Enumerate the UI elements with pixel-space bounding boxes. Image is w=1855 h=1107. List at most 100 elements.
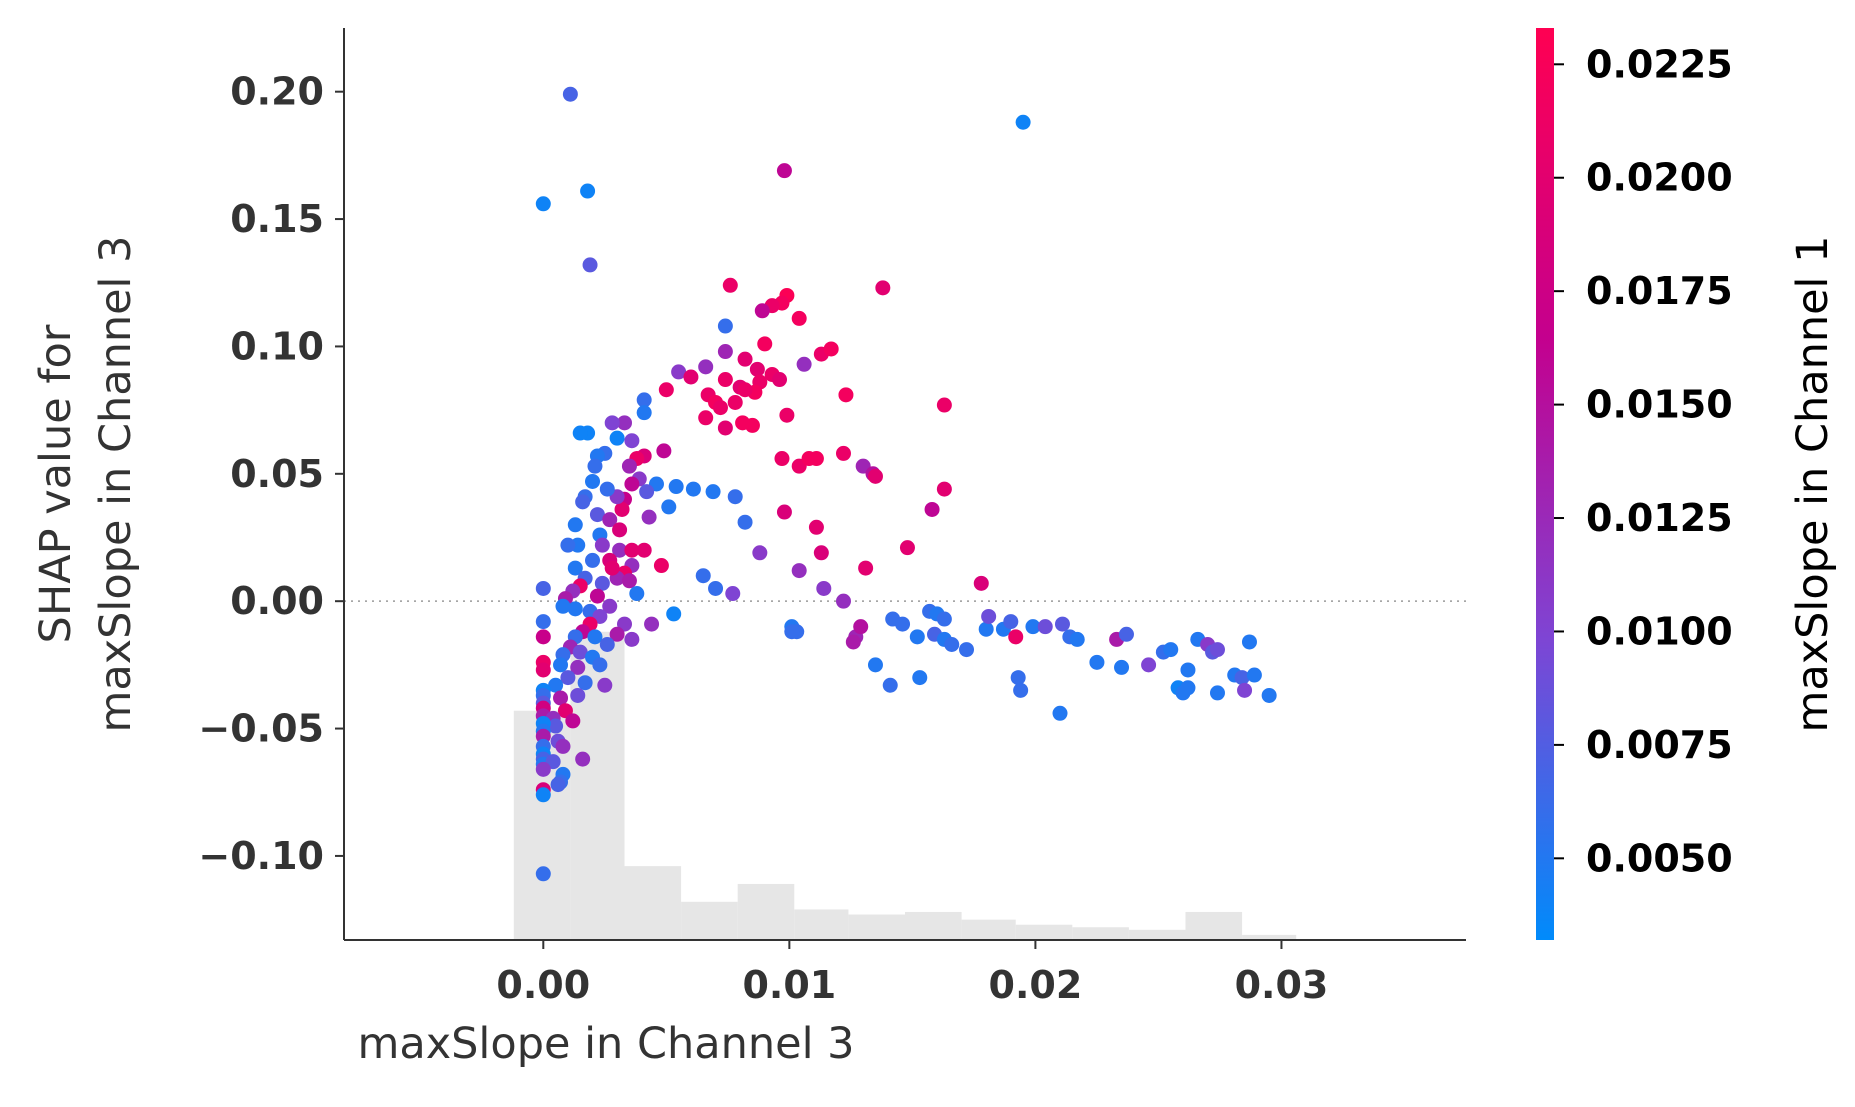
data-point [959,642,975,658]
data-point [1025,619,1041,635]
data-point [973,575,989,591]
data-point [621,458,637,474]
data-point [685,481,701,497]
data-point [712,400,728,416]
data-point [585,473,601,489]
data-point [978,621,994,637]
data-point [535,580,551,596]
data-point [813,545,829,561]
histogram-bar [905,911,962,940]
data-point [705,484,721,500]
data-point [936,481,952,497]
data-point [602,512,618,528]
data-point [1118,626,1134,642]
colorbar-tick-label: 0.0075 [1586,723,1733,767]
data-point [1180,680,1196,696]
data-point [636,542,652,558]
data-point [784,624,800,640]
histogram [513,631,1297,940]
data-point [725,586,741,602]
y-tick-label: 0.00 [230,579,324,623]
data-point [717,372,733,388]
data-point [835,593,851,609]
data-point [604,415,620,431]
data-point [1163,642,1179,658]
data-point [936,611,952,627]
data-point [604,560,620,576]
data-point [572,425,588,441]
colorbar-tick-label: 0.0175 [1586,269,1733,313]
data-point [570,659,586,675]
y-tick-label: −0.05 [198,707,324,751]
y-tick-label: 0.20 [230,70,324,114]
data-point [535,866,551,882]
data-point [912,670,928,686]
data-point [548,718,564,734]
data-point [597,677,613,693]
data-point [548,677,564,693]
data-point [636,405,652,421]
histogram-bar [681,901,738,940]
data-point [1052,705,1068,721]
data-point [774,451,790,467]
data-point [612,542,628,558]
data-point [791,310,807,326]
data-point [1054,616,1070,632]
y-axis-title-line2: maxSlope in Channel 3 [91,235,141,732]
data-point [944,636,960,652]
data-point [708,580,724,596]
colorbar-tick-label: 0.0100 [1586,609,1733,653]
data-point [562,86,578,102]
data-point [1209,685,1225,701]
colorbar-tick-label: 0.0150 [1586,383,1733,427]
data-point [882,677,898,693]
data-point [644,616,660,632]
colorbar-title: maxSlope in Channel 1 [1788,235,1838,732]
data-point [735,415,751,431]
data-point [776,163,792,179]
data-point [609,430,625,446]
data-point [757,336,773,352]
data-point [567,517,583,533]
data-point [1246,667,1262,683]
data-point [609,626,625,642]
data-point [754,303,770,319]
data-point [1037,619,1053,635]
colorbar-tick-label: 0.0225 [1586,42,1733,86]
data-point [624,631,640,647]
data-point [661,499,677,515]
data-point [1261,687,1277,703]
y-axis-title-line1: SHAP value for [31,324,81,643]
data-point [535,787,551,803]
data-point [722,277,738,293]
data-point [599,636,615,652]
data-point [717,318,733,334]
data-point [895,616,911,632]
histogram-bar [1185,911,1243,940]
data-point [653,558,669,574]
colorbar-tick-label: 0.0050 [1586,836,1733,880]
data-point [671,364,687,380]
data-point [737,514,753,530]
data-point [936,397,952,413]
data-point [577,675,593,691]
data-point [737,382,753,398]
data-point [656,443,672,459]
y-tick-label: 0.15 [230,197,324,241]
data-point [695,568,711,584]
histogram-bar [1242,934,1297,940]
data-point [594,537,610,553]
data-point [535,761,551,777]
data-point [1089,654,1105,670]
data-point [1069,631,1085,647]
data-point [867,657,883,673]
data-point [909,629,925,645]
data-point [698,410,714,426]
data-point [776,504,792,520]
data-point [621,573,637,589]
data-point [683,369,699,385]
data-point [791,563,807,579]
data-point [727,489,743,505]
data-point [641,509,657,525]
